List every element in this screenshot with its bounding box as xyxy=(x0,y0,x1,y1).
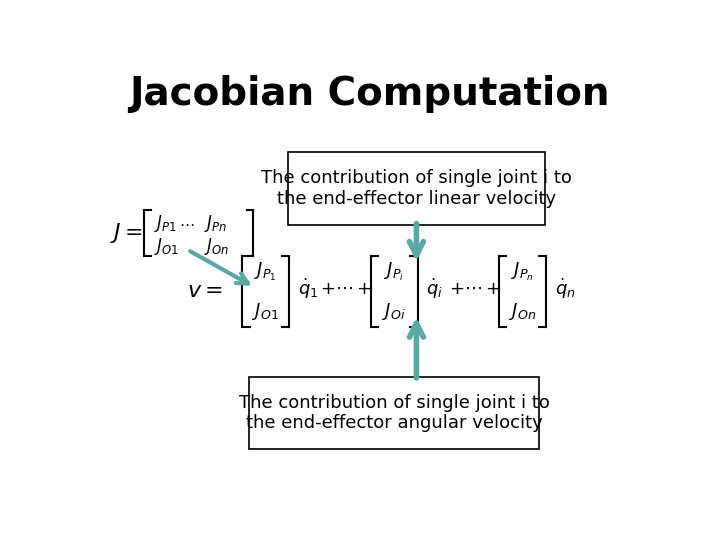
Text: $J = $: $J = $ xyxy=(109,221,143,245)
FancyBboxPatch shape xyxy=(249,377,539,449)
Text: $J_{Oi}$: $J_{Oi}$ xyxy=(382,301,406,322)
Text: $J_{O1}$: $J_{O1}$ xyxy=(154,237,179,258)
FancyBboxPatch shape xyxy=(288,152,545,225)
Text: $J_{P_1}$: $J_{P_1}$ xyxy=(254,260,277,282)
Text: $J_{On}$: $J_{On}$ xyxy=(204,237,230,258)
Text: $\dot{q}_1$: $\dot{q}_1$ xyxy=(298,277,319,301)
Text: $\dot{q}_i$: $\dot{q}_i$ xyxy=(426,277,444,301)
Text: The contribution of single joint i to
the end-effector linear velocity: The contribution of single joint i to th… xyxy=(261,169,572,208)
Text: $\cdots$: $\cdots$ xyxy=(179,215,194,231)
Text: $J_{O1}$: $J_{O1}$ xyxy=(252,301,279,322)
Text: $+\cdots+$: $+\cdots+$ xyxy=(320,280,372,298)
Text: $J_{P_i}$: $J_{P_i}$ xyxy=(384,260,404,282)
Text: $J_{P1}$: $J_{P1}$ xyxy=(154,213,177,234)
Text: $\dot{q}_n$: $\dot{q}_n$ xyxy=(555,277,575,301)
Text: $v =$: $v =$ xyxy=(186,281,222,301)
Text: $J_{On}$: $J_{On}$ xyxy=(509,301,536,322)
Text: $+\cdots+$: $+\cdots+$ xyxy=(449,280,500,298)
Text: $J_{P_n}$: $J_{P_n}$ xyxy=(511,260,534,282)
Text: Jacobian Computation: Jacobian Computation xyxy=(129,75,609,113)
Text: The contribution of single joint i to
the end-effector angular velocity: The contribution of single joint i to th… xyxy=(238,394,549,433)
Text: $J_{Pn}$: $J_{Pn}$ xyxy=(204,213,228,234)
